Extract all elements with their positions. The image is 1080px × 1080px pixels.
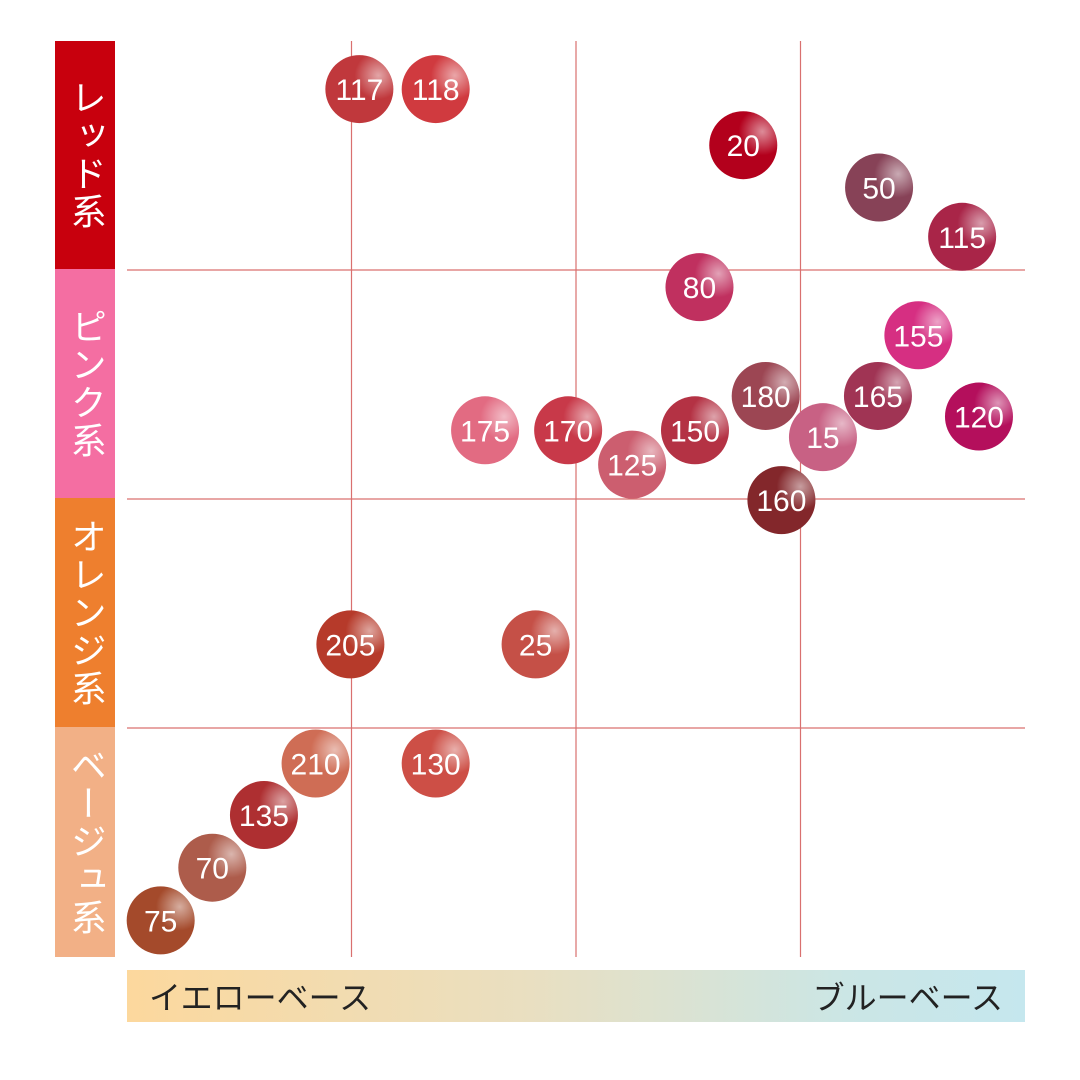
data-point-label: 120 [954, 402, 1004, 435]
data-point-highlight [229, 781, 298, 850]
data-point-label: 180 [741, 381, 791, 414]
data-point-label: 130 [411, 748, 461, 781]
x-axis-bar: イエローベース ブルーベース [127, 970, 1025, 1022]
data-points: 117 118 20 50 115 80 155 180 165 120 175 170 150 15 12… [126, 55, 1013, 955]
data-point-highlight [709, 111, 778, 180]
data-point-165: 165 [843, 361, 912, 430]
data-point-label: 170 [543, 415, 593, 448]
data-point-highlight [660, 396, 729, 465]
data-point-170: 170 [534, 396, 603, 465]
data-point-label: 70 [196, 853, 229, 886]
data-point-175: 175 [451, 396, 520, 465]
data-point-135: 135 [229, 781, 298, 850]
data-point-label: 115 [938, 222, 986, 255]
data-point-highlight [731, 361, 800, 430]
data-point-180: 180 [731, 361, 800, 430]
data-point-highlight [178, 833, 247, 902]
data-point-117: 117 [325, 55, 394, 124]
data-point-label: 155 [893, 320, 943, 353]
data-point-label: 150 [670, 415, 720, 448]
data-point-highlight [451, 396, 520, 465]
data-point-highlight [788, 403, 857, 472]
data-point-120: 120 [944, 382, 1013, 451]
category-label-beige: ベージュ系 [64, 747, 106, 937]
data-point-205: 205 [316, 610, 385, 679]
data-point-75: 75 [126, 886, 195, 955]
data-point-label: 175 [460, 415, 510, 448]
data-point-label: 125 [607, 450, 657, 483]
data-point-150: 150 [660, 396, 729, 465]
data-point-label: 118 [412, 74, 460, 107]
category-band-orange: オレンジ系 [55, 498, 115, 727]
data-point-highlight [845, 153, 914, 222]
data-point-label: 117 [335, 74, 383, 107]
data-point-label: 20 [727, 130, 760, 163]
data-point-210: 210 [281, 729, 350, 798]
data-point-label: 160 [756, 485, 806, 518]
data-point-highlight [281, 729, 350, 798]
category-label-red: レッド系 [64, 79, 106, 231]
category-band-beige: ベージュ系 [55, 727, 115, 957]
category-band-pink: ピンク系 [55, 269, 115, 498]
data-point-label: 80 [683, 272, 716, 305]
data-point-highlight [928, 202, 997, 271]
data-point-highlight [843, 361, 912, 430]
data-point-label: 135 [239, 800, 289, 833]
data-point-highlight [534, 396, 603, 465]
data-point-highlight [126, 886, 195, 955]
data-point-80: 80 [665, 253, 734, 322]
data-point-highlight [401, 55, 470, 124]
data-point-70: 70 [178, 833, 247, 902]
data-point-label: 205 [325, 629, 375, 662]
category-band-red: レッド系 [55, 41, 115, 269]
data-point-label: 15 [806, 422, 839, 455]
x-axis-label-right: ブルーベース [812, 979, 1003, 1017]
data-point-label: 210 [291, 748, 341, 781]
data-point-115: 115 [928, 202, 997, 271]
data-point-label: 25 [519, 629, 552, 662]
data-point-highlight [665, 253, 734, 322]
data-point-160: 160 [747, 466, 816, 535]
x-axis-label-left: イエローベース [149, 979, 372, 1017]
data-point-highlight [598, 430, 667, 499]
data-point-highlight [325, 55, 394, 124]
data-point-130: 130 [401, 729, 470, 798]
data-point-label: 50 [862, 173, 895, 206]
data-point-highlight [944, 382, 1013, 451]
data-point-highlight [316, 610, 385, 679]
category-label-pink: ピンク系 [64, 307, 106, 460]
data-point-118: 118 [401, 55, 470, 124]
data-point-15: 15 [788, 403, 857, 472]
data-point-155: 155 [884, 301, 953, 370]
data-point-highlight [401, 729, 470, 798]
data-point-highlight [884, 301, 953, 370]
data-point-125: 125 [598, 430, 667, 499]
data-point-highlight [747, 466, 816, 535]
data-point-label: 75 [144, 905, 177, 938]
data-point-25: 25 [501, 610, 570, 679]
data-point-20: 20 [709, 111, 778, 180]
category-label-orange: オレンジ系 [64, 517, 106, 708]
data-point-label: 165 [853, 381, 903, 414]
data-point-highlight [501, 610, 570, 679]
data-point-50: 50 [845, 153, 914, 222]
